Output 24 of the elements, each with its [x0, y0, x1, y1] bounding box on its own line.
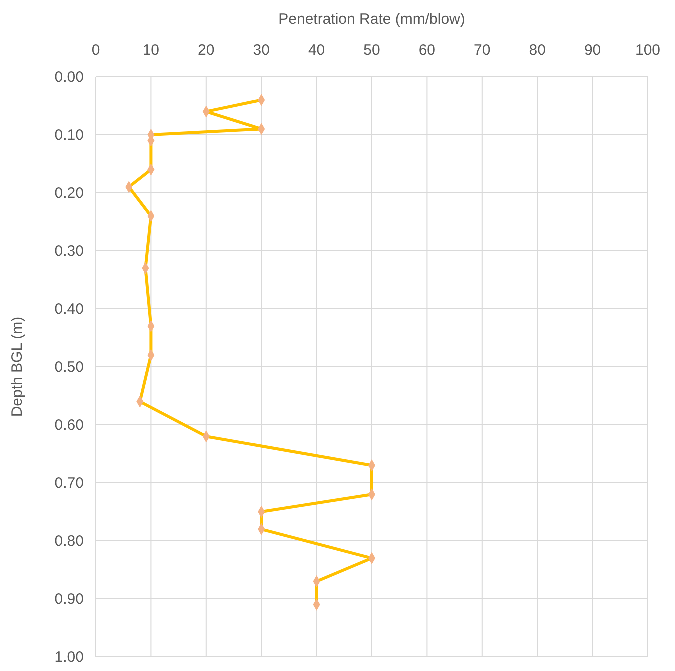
x-tick-label: 80	[529, 42, 546, 59]
x-tick-label: 100	[635, 42, 661, 59]
x-tick-label: 20	[198, 42, 215, 59]
x-tick-label: 10	[142, 42, 160, 59]
x-tick-label: 90	[584, 42, 602, 59]
y-tick-label: 0.50	[54, 359, 84, 376]
y-tick-label: 0.40	[54, 301, 84, 318]
x-tick-label: 60	[418, 42, 436, 59]
x-tick-label: 70	[474, 42, 491, 59]
y-tick-label: 1.00	[54, 649, 84, 666]
x-tick-label: 30	[253, 42, 270, 59]
x-axis-title: Penetration Rate (mm/blow)	[278, 11, 466, 28]
y-tick-label: 0.90	[54, 591, 84, 608]
y-tick-label: 0.30	[54, 243, 84, 260]
y-axis-title: Depth BGL (m)	[9, 316, 26, 418]
y-tick-label: 0.00	[54, 69, 84, 86]
x-tick-label: 40	[308, 42, 326, 59]
y-tick-label: 0.70	[54, 475, 84, 492]
y-tick-label: 0.60	[54, 417, 84, 434]
y-tick-label: 0.10	[54, 127, 84, 144]
y-tick-label: 0.20	[54, 185, 84, 202]
x-tick-label: 0	[92, 42, 100, 59]
x-tick-label: 50	[364, 42, 380, 59]
y-tick-label: 0.80	[54, 533, 84, 550]
